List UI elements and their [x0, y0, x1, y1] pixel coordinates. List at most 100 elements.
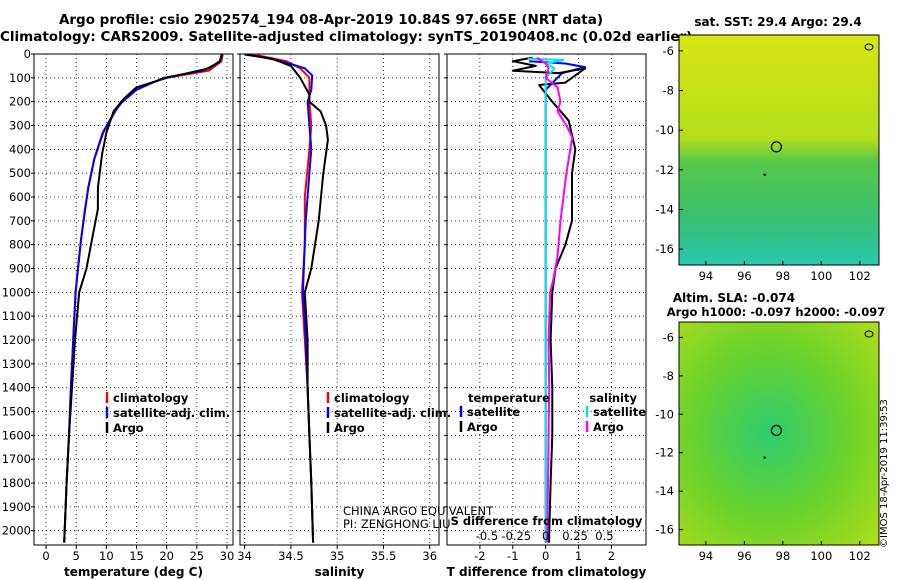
x-axis-label: salinity — [315, 565, 365, 579]
map-y-tick-label: -6 — [663, 44, 674, 58]
map-y-tick-label: -16 — [655, 242, 674, 256]
x-tick-label: 15 — [129, 549, 144, 563]
map-x-tick-label: 98 — [776, 269, 791, 283]
sla-map-title: Altim. SLA: -0.074 — [673, 291, 795, 305]
depth-tick-label: 200 — [9, 95, 31, 109]
series-line-argo — [244, 53, 329, 543]
map-y-tick-label: -12 — [655, 446, 674, 460]
map-x-tick-label: 102 — [849, 269, 871, 283]
legend-label: climatology — [334, 391, 410, 405]
depth-tick-label: 500 — [9, 166, 31, 180]
depth-tick-label: 600 — [9, 190, 31, 204]
plot-frame — [239, 53, 440, 546]
profile-panel-3: -2 -1 0 1 2 T difference from climatology S di… — [444, 53, 647, 579]
map-x-tick-label: 96 — [737, 549, 752, 563]
top-tick-label: 0.25 — [562, 529, 588, 543]
map-field — [679, 322, 879, 545]
depth-tick-label: 700 — [9, 214, 31, 228]
sla-map: 94 96 98 100 102 -6 -8 -10 -12 -14 -16 Altim. SLA: … — [655, 291, 885, 563]
map-y-tick-label: -8 — [663, 369, 674, 383]
legend-label: satellite-adj. clim. — [334, 406, 451, 420]
x-tick-label: 34.5 — [278, 549, 304, 563]
x-axis-label: temperature (deg C) — [64, 565, 203, 579]
series-line-t-argo — [511, 56, 587, 543]
series-line-climatology — [63, 54, 224, 543]
depth-tick-label: 300 — [9, 119, 31, 133]
header-line-2: Climatology: CARS2009. Satellite-adjuste… — [0, 29, 693, 45]
profile-panel-2: 34 34.5 35 35.5 36 salinity climatologysatelli… — [237, 53, 494, 579]
legend-title-salinity: salinity — [589, 391, 637, 405]
legend-label: climatology — [113, 391, 189, 405]
map-x-tick-label: 98 — [776, 549, 791, 563]
map-y-tick-label: -6 — [663, 330, 674, 344]
legend-label: satellite — [467, 405, 520, 419]
sst-map: 94 96 98 100 102 -6 -8 -10 -12 -14 -16 sat. SST: 29… — [655, 15, 880, 283]
x-tick-label: 2 — [608, 549, 615, 563]
series-line-satellite-adj-clim- — [249, 53, 315, 543]
legend-label: Argo — [113, 421, 144, 435]
map-x-tick-label: 100 — [810, 269, 832, 283]
legend-title-temperature: temperature — [468, 391, 550, 405]
x-tick-label: 20 — [159, 549, 174, 563]
x-tick-label: -1 — [507, 549, 518, 563]
x-tick-label: -2 — [474, 549, 485, 563]
x-tick-label: 5 — [73, 549, 80, 563]
sst-map-title: sat. SST: 29.4 Argo: 29.4 — [694, 15, 861, 29]
top-tick-label: -0.25 — [501, 529, 531, 543]
top-tick-label: 0.5 — [595, 529, 613, 543]
depth-tick-label: 800 — [9, 238, 31, 252]
map-field — [679, 35, 879, 265]
depth-tick-label: 100 — [9, 71, 31, 85]
island-marker — [763, 173, 766, 176]
map-y-tick-label: -8 — [663, 84, 674, 98]
series-line-argo — [63, 54, 224, 543]
depth-tick-label: 1000 — [2, 285, 31, 299]
x-tick-label: 35 — [330, 549, 345, 563]
x-tick-label: 36 — [422, 549, 437, 563]
map-y-tick-label: -12 — [655, 163, 674, 177]
legend-label: Argo — [593, 420, 624, 434]
depth-tick-label: 1900 — [2, 500, 31, 514]
island-marker — [864, 330, 874, 338]
x-tick-label: 30 — [220, 549, 235, 563]
map-y-tick-label: -10 — [655, 123, 674, 137]
depth-tick-label: 1700 — [2, 452, 31, 466]
legend-label: satellite — [593, 405, 646, 419]
map-x-tick-label: 94 — [699, 549, 714, 563]
map-x-tick-label: 102 — [849, 549, 871, 563]
legend-label: satellite-adj. clim. — [113, 406, 230, 420]
x-tick-label: 35.5 — [371, 549, 397, 563]
depth-tick-label: 1100 — [2, 309, 31, 323]
top-tick-label: 0 — [542, 529, 549, 543]
x-axis-label: T difference from climatology — [447, 565, 647, 579]
depth-tick-label: 1800 — [2, 476, 31, 490]
header-line-1: Argo profile: csio 2902574_194 08-Apr-20… — [58, 12, 604, 28]
profile-panel-1: 0 5 10 15 20 25 30 temperature (deg C) climatolo… — [31, 53, 235, 579]
island-marker — [763, 456, 766, 459]
map-y-tick-label: -10 — [655, 407, 674, 421]
depth-tick-label: 0 — [24, 47, 31, 61]
x-tick-label: 25 — [189, 549, 204, 563]
depth-tick-label: 1200 — [2, 333, 31, 347]
series-line-s-argo — [536, 56, 574, 543]
plot-frame — [33, 53, 234, 546]
legend-label: Argo — [467, 420, 498, 434]
depth-tick-label: 900 — [9, 262, 31, 276]
depth-tick-label: 1300 — [2, 357, 31, 371]
map-y-tick-label: -14 — [655, 202, 674, 216]
map-frame — [678, 34, 880, 266]
x-tick-label: 1 — [575, 549, 582, 563]
legend-label: Argo — [334, 421, 365, 435]
depth-tick-label: 1400 — [2, 381, 31, 395]
map-y-tick-label: -14 — [655, 484, 674, 498]
depth-tick-label: 2000 — [2, 524, 31, 538]
top-axis-label: S difference from climatology — [451, 514, 643, 528]
sla-map-subtitle: Argo h1000: -0.097 h2000: -0.097 — [667, 305, 886, 319]
series-line-t-satellite — [529, 60, 587, 543]
depth-tick-label: 1500 — [2, 405, 31, 419]
x-tick-label: 10 — [99, 549, 114, 563]
map-frame — [678, 321, 880, 546]
series-line-s-satellite — [527, 57, 565, 543]
pi-annotation-line-1: CHINA ARGO EQUIVALENT — [343, 504, 494, 518]
